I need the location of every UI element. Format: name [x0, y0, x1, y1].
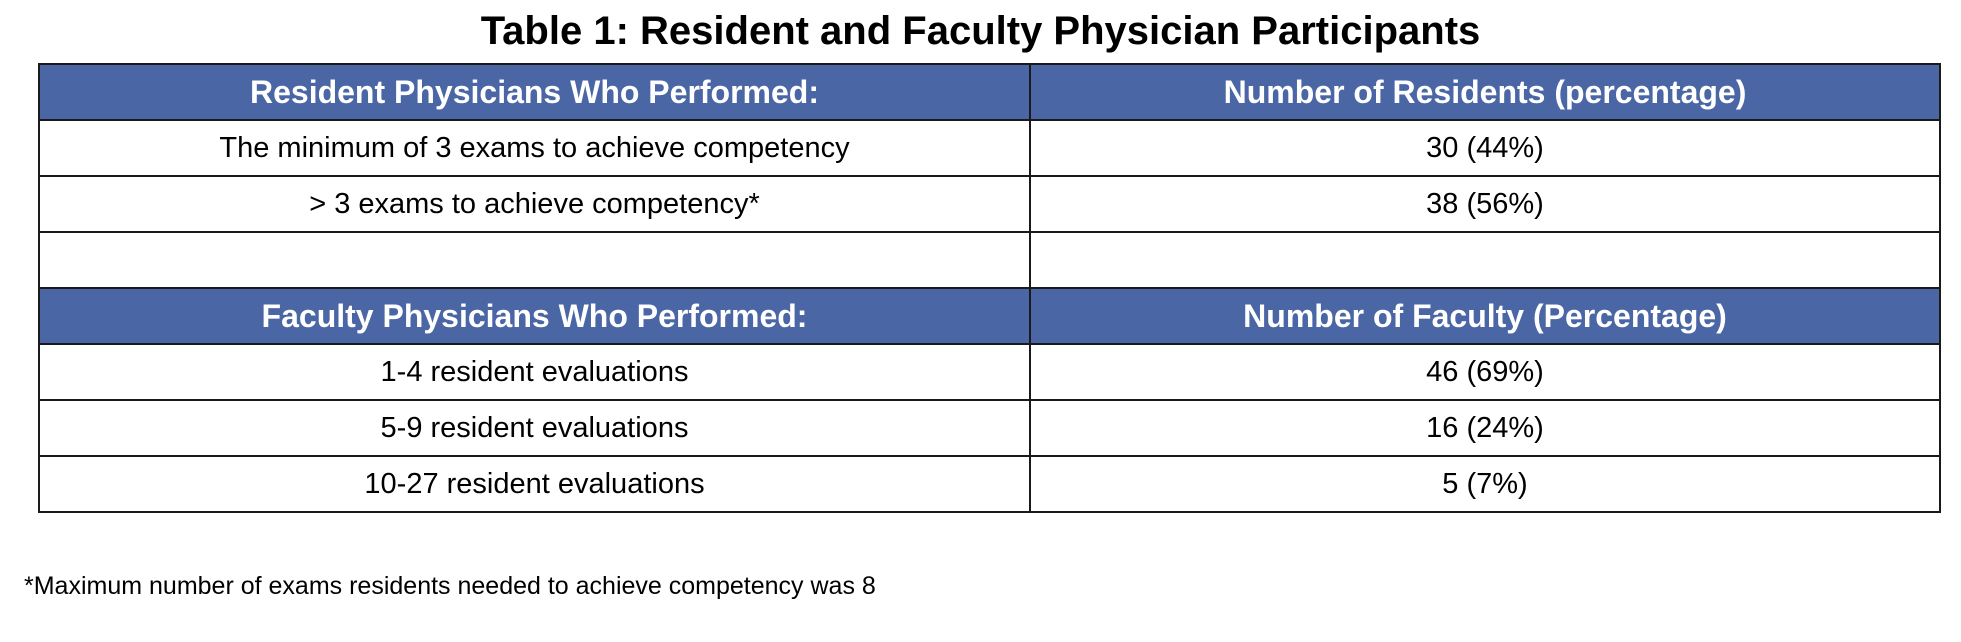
- table-title: Table 1: Resident and Faculty Physician …: [480, 9, 1481, 53]
- empty-cell: [1029, 231, 1941, 289]
- resident-header-row: Resident Physicians Who Performed: Numbe…: [38, 63, 1941, 121]
- table-row: 5-9 resident evaluations 16 (24%): [38, 399, 1941, 457]
- table-row: 1-4 resident evaluations 46 (69%): [38, 343, 1941, 401]
- row-label: The minimum of 3 exams to achieve compet…: [38, 119, 1031, 177]
- table-row: The minimum of 3 exams to achieve compet…: [38, 119, 1941, 177]
- row-value: 38 (56%): [1029, 175, 1941, 233]
- row-value: 16 (24%): [1029, 399, 1941, 457]
- footnote: *Maximum number of exams residents neede…: [24, 572, 876, 600]
- row-value: 30 (44%): [1029, 119, 1941, 177]
- row-value: 46 (69%): [1029, 343, 1941, 401]
- faculty-header-label: Faculty Physicians Who Performed:: [38, 287, 1031, 345]
- resident-header-count: Number of Residents (percentage): [1029, 63, 1941, 121]
- faculty-header-row: Faculty Physicians Who Performed: Number…: [38, 287, 1941, 345]
- resident-header-label: Resident Physicians Who Performed:: [38, 63, 1031, 121]
- row-value: 5 (7%): [1029, 455, 1941, 513]
- row-label: 5-9 resident evaluations: [38, 399, 1031, 457]
- empty-cell: [38, 231, 1031, 289]
- row-label: > 3 exams to achieve competency*: [38, 175, 1031, 233]
- faculty-header-count: Number of Faculty (Percentage): [1029, 287, 1941, 345]
- row-label: 10-27 resident evaluations: [38, 455, 1031, 513]
- row-label: 1-4 resident evaluations: [38, 343, 1031, 401]
- table-row: > 3 exams to achieve competency* 38 (56%…: [38, 175, 1941, 233]
- empty-row: [38, 231, 1941, 289]
- table-row: 10-27 resident evaluations 5 (7%): [38, 455, 1941, 513]
- participants-table: Resident Physicians Who Performed: Numbe…: [38, 63, 1941, 513]
